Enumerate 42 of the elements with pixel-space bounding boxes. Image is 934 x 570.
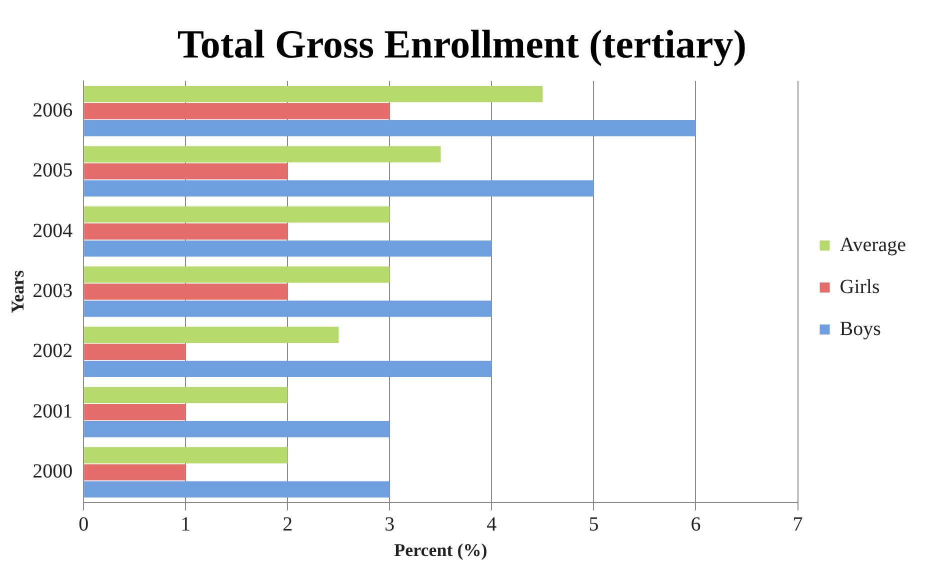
x-tick-label: 1	[180, 514, 191, 536]
bar	[84, 447, 288, 464]
y-tick-label: 2003	[32, 280, 73, 302]
bar	[84, 206, 390, 223]
bar	[84, 300, 492, 317]
bar	[84, 240, 492, 257]
bar	[84, 464, 186, 480]
bar	[84, 386, 288, 404]
y-tick-label: 2004	[32, 220, 73, 242]
bar	[84, 163, 288, 180]
bar	[84, 146, 441, 162]
x-tick-label: 5	[588, 514, 599, 536]
bar	[84, 223, 288, 240]
bar	[84, 404, 186, 420]
bar	[84, 326, 339, 343]
x-tick-label: 3	[384, 514, 395, 536]
x-tick-label: 0	[78, 514, 89, 536]
y-tick-label: 2006	[32, 99, 73, 122]
bar	[84, 103, 390, 120]
x-tick-label: 7	[792, 514, 803, 536]
bar	[84, 284, 288, 300]
bar	[84, 344, 186, 360]
bar	[84, 266, 390, 283]
bar	[84, 481, 390, 498]
legend-label: Boys	[840, 318, 882, 340]
bar	[84, 360, 492, 378]
bar	[84, 421, 390, 438]
y-tick-label: 2002	[32, 340, 73, 362]
x-tick-label: 4	[486, 514, 497, 536]
y-axis-title: Years	[7, 270, 28, 314]
x-axis-title: Percent (%)	[394, 540, 488, 560]
legend-label: Girls	[840, 276, 880, 298]
x-tick-label: 2	[282, 514, 293, 536]
y-tick-label: 2005	[32, 160, 73, 182]
y-tick-label: 2000	[32, 460, 73, 483]
bar	[84, 120, 696, 136]
bar	[84, 180, 594, 196]
legend-label: Average	[840, 234, 906, 256]
x-tick-label: 6	[690, 514, 701, 536]
y-tick-label: 2001	[32, 400, 73, 422]
chart-title: Total Gross Enrollment (tertiary)	[177, 21, 747, 66]
bar	[84, 86, 543, 102]
